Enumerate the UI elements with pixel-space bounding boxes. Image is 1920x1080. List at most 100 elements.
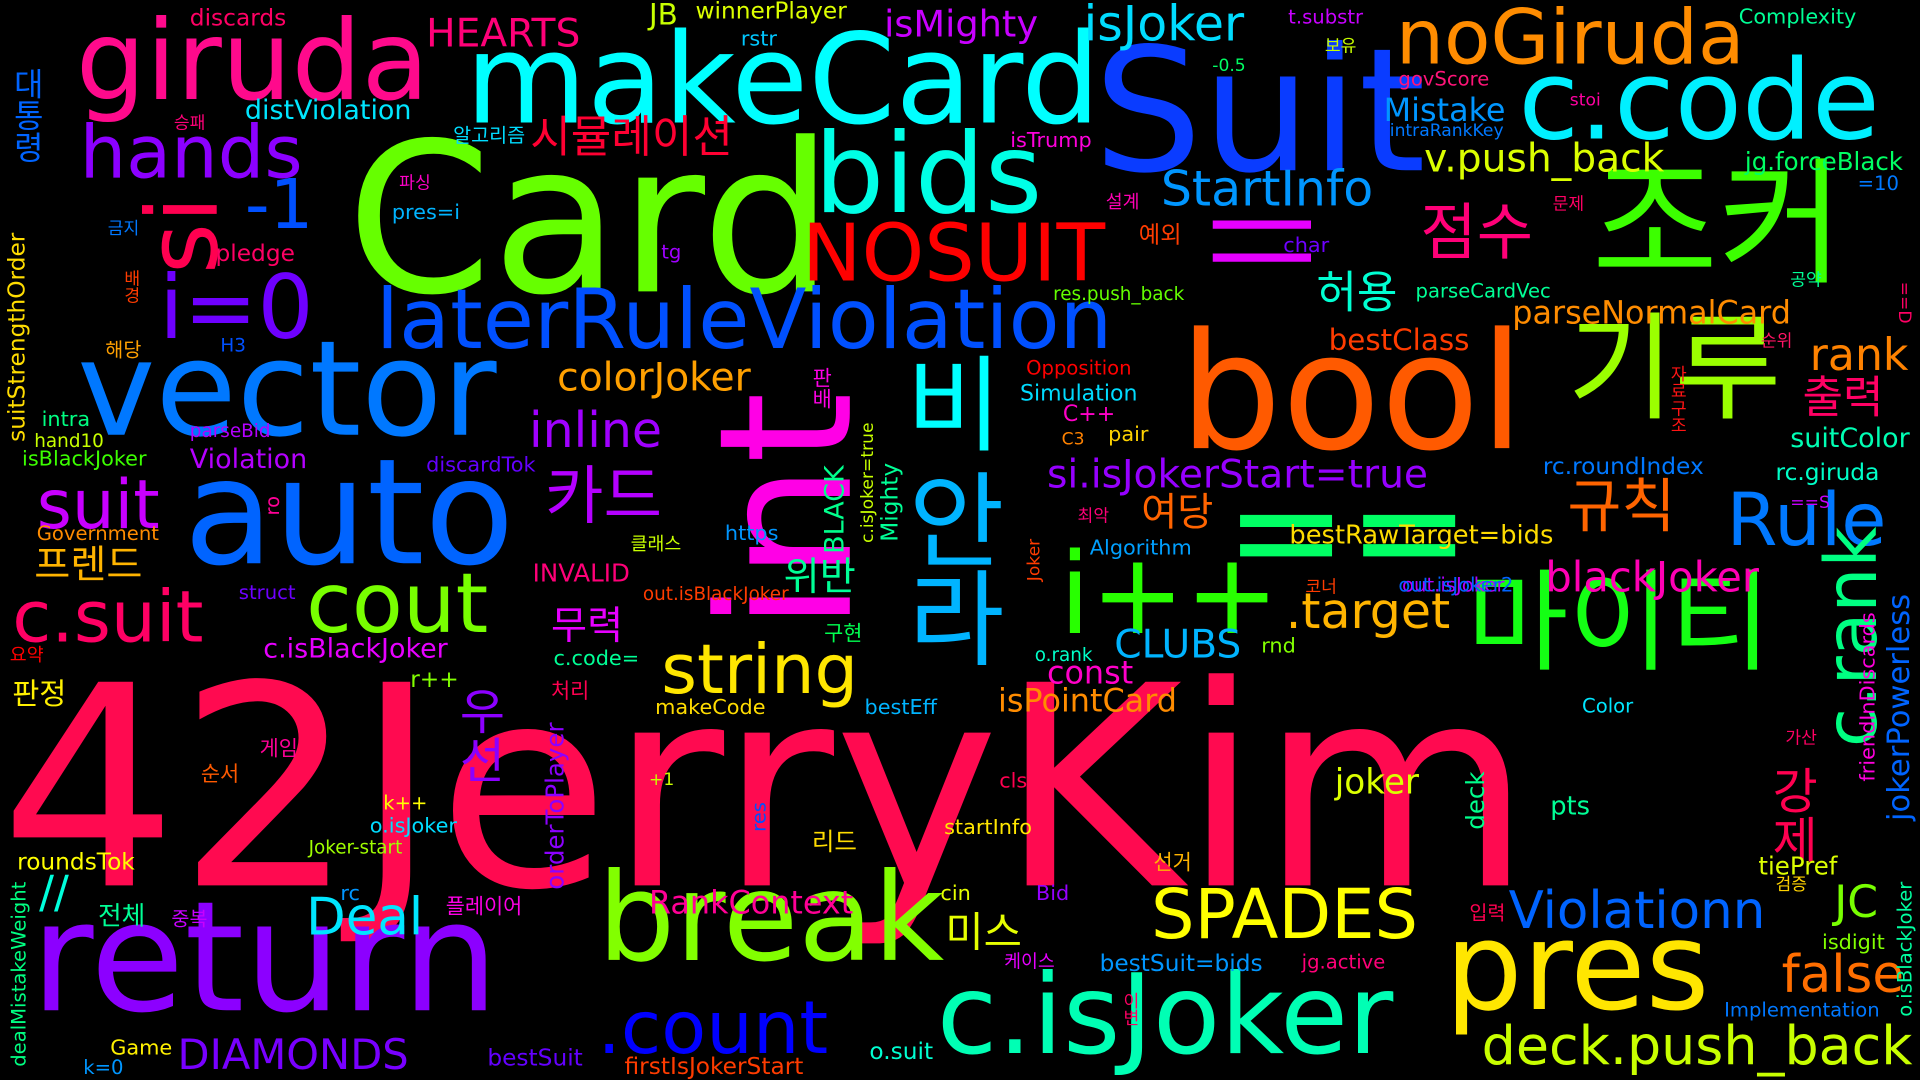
word: BLACK [820, 465, 852, 554]
word: t.substr [1288, 4, 1364, 29]
word: tg [661, 240, 682, 264]
word: 파싱 [399, 173, 431, 194]
word: colorJoker [557, 353, 751, 401]
word: 선거 [1153, 851, 1192, 876]
word: winnerPlayer [695, 0, 847, 25]
word: blackJoker [1545, 553, 1759, 603]
word: govScore [1398, 67, 1490, 91]
word: +1 [648, 770, 675, 790]
word: 처리 [551, 679, 590, 705]
word: 조커 [1591, 145, 1845, 305]
word: inline [528, 402, 663, 460]
word: 케이스 [1004, 950, 1055, 973]
word: 요약 [9, 644, 44, 667]
word: parseBid [189, 420, 271, 443]
word: DIAMONDS [177, 1031, 409, 1080]
word: firstIsJokerStart [624, 1053, 804, 1080]
word: ro [260, 495, 285, 516]
word: distViolation [244, 95, 412, 127]
word: RankContext [648, 885, 854, 923]
word: parseCardVec [1415, 279, 1551, 303]
word: string [661, 630, 859, 711]
word: rc.giruda [1775, 459, 1880, 487]
word: rc [340, 881, 360, 907]
word: ==D [1894, 281, 1914, 324]
word: 설계 [1105, 191, 1140, 214]
word: deck [1460, 771, 1491, 830]
word: Suit [1093, 12, 1426, 212]
word: intra [41, 407, 91, 433]
word: startInfo [944, 815, 1032, 841]
word: break [597, 846, 945, 990]
word: intraRankKey [1389, 121, 1504, 141]
word: c.code= [553, 646, 640, 672]
word: 출력 [1802, 373, 1884, 424]
word: 허용 [1316, 268, 1398, 319]
word: JB [648, 0, 678, 32]
word: 규칙 [1567, 472, 1676, 542]
word: friendInDiscards [1856, 612, 1881, 782]
word: 검증 [1775, 875, 1808, 896]
word: 게임 [259, 737, 298, 762]
word: isBlackJoker [22, 446, 147, 472]
word: Color [1582, 694, 1634, 718]
word: 입력 [1469, 901, 1506, 925]
word: 알고리즘 [453, 123, 526, 147]
word: 순위 [1760, 331, 1793, 352]
word: 구현 [824, 622, 863, 647]
word: si.isJokerStart=true [1046, 450, 1429, 498]
word: struct [238, 580, 296, 604]
word: 문제 [1552, 194, 1585, 215]
word: CLUBS [1114, 620, 1242, 668]
word: o.isBlackJoker [1893, 881, 1917, 1017]
word: res [746, 802, 771, 832]
word: isPointCard [997, 683, 1177, 721]
word: pledge [215, 240, 295, 267]
word: isJoker [1083, 0, 1245, 53]
word: bids [814, 110, 1043, 239]
word: SPADES [1151, 875, 1419, 956]
word: o.rank [1034, 644, 1093, 667]
word: rc.roundIndex [1542, 453, 1704, 481]
word: stoi [1569, 90, 1601, 111]
word: c.isJoker=true [858, 422, 878, 544]
word: .count [597, 985, 829, 1072]
word: bool [1179, 298, 1525, 488]
word: c.suit [12, 575, 204, 659]
word: suitStrengthOrder [3, 232, 31, 442]
word: rnd [1261, 634, 1296, 659]
word: bestSuit=bids [1099, 950, 1263, 978]
word: Bid [1035, 881, 1070, 907]
word: r++ [410, 666, 459, 694]
word: noGiruda [1395, 0, 1745, 83]
word: 금지 [107, 219, 140, 239]
word: 강제 [1762, 765, 1819, 864]
word: i=0 [159, 255, 314, 359]
word: -1 [244, 165, 314, 245]
word: 가산 [1785, 728, 1817, 749]
word: rank [1809, 330, 1909, 381]
word: jokerPowerless [1880, 593, 1917, 821]
word: roundsTok [17, 848, 135, 876]
word: bestSuit [487, 1044, 583, 1072]
word: char [1283, 233, 1330, 259]
word: cout [306, 555, 489, 653]
word: 최악 [1077, 506, 1110, 527]
word: false [1781, 944, 1905, 1005]
word: Mighty [876, 462, 904, 542]
word: == [1224, 446, 1471, 618]
word: 순서 [200, 762, 240, 788]
word: Violation [189, 444, 308, 476]
word: 자료구조 [1667, 364, 1688, 434]
word: return [30, 869, 499, 1047]
word: 안 [908, 462, 1005, 585]
word: 우선 [449, 685, 506, 784]
word: 시뮬레이션 [530, 112, 733, 163]
word: StartInfo [1160, 161, 1374, 218]
word: Joker-start [308, 836, 403, 859]
word: H3 [220, 334, 246, 357]
word: pres=i [391, 200, 461, 226]
word: // [39, 868, 69, 919]
word: bestRawTarget=bids [1289, 520, 1554, 550]
